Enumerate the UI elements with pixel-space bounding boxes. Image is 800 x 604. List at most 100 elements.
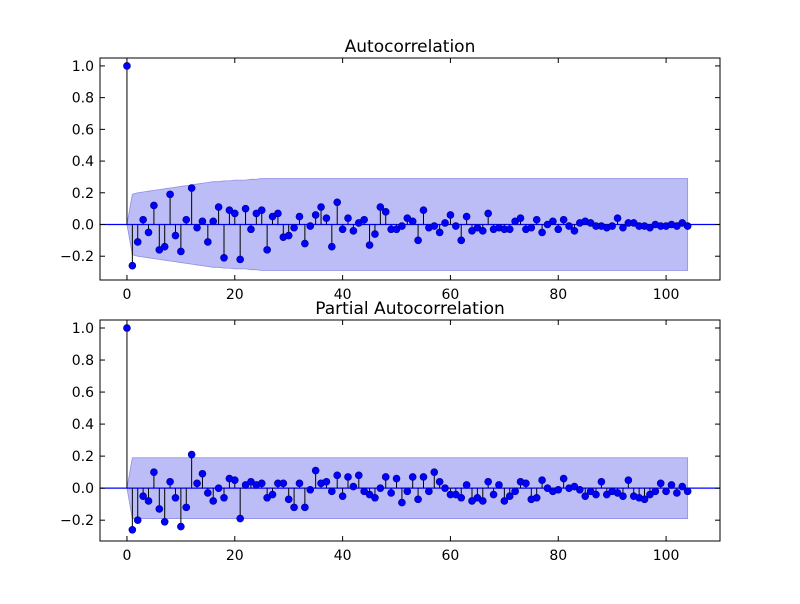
acf-point-lag-18 — [220, 253, 228, 262]
acf-point-lag-61 — [452, 222, 460, 230]
pacf-point-lag-37 — [322, 477, 331, 486]
acf-point-lag-81 — [559, 215, 568, 224]
pacf-point-lag-27 — [268, 490, 277, 499]
pacf-point-lag-17 — [214, 484, 223, 492]
acf-title: Autocorrelation — [345, 37, 476, 57]
pacf-ytick-label-0: −0.2 — [60, 513, 94, 529]
acf-ytick-label-6: 1.0 — [72, 59, 94, 75]
acf-point-lag-34 — [306, 222, 315, 230]
acf-point-lag-63 — [462, 212, 471, 221]
acf-point-lag-15 — [204, 238, 212, 246]
acf-xtick-label-0: 0 — [122, 287, 131, 303]
pacf-point-lag-104 — [683, 487, 692, 496]
pacf-xtick-label-0: 0 — [122, 548, 131, 564]
pacf-point-lag-85 — [581, 492, 590, 500]
pacf-point-lag-70 — [500, 497, 509, 505]
acf-point-lag-55 — [419, 206, 428, 215]
pacf-xtick-label-100: 100 — [653, 548, 680, 564]
acf-point-lag-67 — [484, 209, 492, 218]
pacf-ytick-label-6: 1.0 — [72, 321, 94, 337]
pacf-point-lag-46 — [371, 493, 379, 502]
acf-point-lag-91 — [613, 214, 622, 222]
pacf-point-lag-100 — [662, 487, 670, 496]
acf-point-lag-20 — [230, 209, 239, 218]
acf-point-lag-48 — [381, 208, 390, 216]
pacf-point-lag-56 — [425, 487, 433, 496]
acf-xtick-label-100: 100 — [653, 287, 680, 303]
acf-point-lag-66 — [478, 227, 487, 235]
pacf-ytick-label-2: 0.2 — [72, 449, 94, 465]
pacf-point-lag-14 — [198, 469, 207, 478]
pacf-point-lag-53 — [408, 473, 417, 481]
pacf-point-lag-67 — [484, 477, 492, 486]
pacf-point-lag-41 — [344, 473, 352, 481]
acf-point-lag-90 — [608, 222, 616, 230]
acf-point-lag-82 — [565, 222, 573, 230]
pacf-point-lag-4 — [144, 497, 153, 505]
pacf-point-lag-0 — [123, 324, 131, 332]
pacf-point-lag-39 — [333, 471, 342, 480]
pacf-point-lag-51 — [398, 498, 406, 507]
acf-ytick-label-4: 0.6 — [72, 122, 94, 138]
pacf-point-lag-10 — [177, 522, 185, 531]
pacf-ytick-label-5: 0.8 — [72, 353, 94, 369]
pacf-point-lag-87 — [592, 490, 600, 499]
acf-point-lag-77 — [538, 228, 546, 237]
pacf-point-lag-80 — [554, 485, 563, 494]
acf-point-lag-36 — [317, 203, 325, 211]
pacf-point-lag-52 — [403, 487, 412, 496]
pacf-point-lag-31 — [290, 503, 298, 512]
acf-point-lag-59 — [441, 219, 449, 227]
pacf-point-lag-71 — [505, 492, 514, 500]
acf-point-lag-47 — [376, 203, 385, 211]
pacf-point-lag-33 — [301, 503, 309, 512]
pacf-xtick-label-80: 80 — [549, 548, 567, 564]
pacf-point-lag-29 — [279, 479, 288, 488]
acf-ytick-label-2: 0.2 — [72, 186, 94, 202]
pacf-point-lag-103 — [678, 482, 687, 491]
acf-point-lag-58 — [435, 228, 444, 237]
pacf-point-lag-38 — [328, 487, 336, 496]
acf-point-lag-79 — [549, 217, 557, 226]
pacf-point-lag-74 — [522, 479, 530, 488]
pacf-plot-frame — [99, 319, 721, 542]
acf-ytick-label-5: 0.8 — [72, 91, 94, 107]
acf-point-lag-71 — [505, 225, 514, 234]
acf-point-lag-32 — [295, 212, 304, 221]
pacf-point-lag-99 — [656, 479, 665, 488]
pacf-point-lag-42 — [349, 482, 358, 491]
pacf-point-lag-81 — [559, 474, 568, 483]
acf-xtick-label-20: 20 — [226, 287, 244, 303]
acf-point-lag-38 — [328, 242, 336, 251]
acf-point-lag-53 — [408, 217, 417, 226]
pacf-point-lag-72 — [511, 487, 519, 496]
pacf-point-lag-49 — [387, 489, 395, 497]
pacf-point-lag-7 — [160, 517, 169, 526]
acf-point-lag-31 — [290, 223, 298, 232]
acf-point-lag-23 — [247, 225, 255, 234]
acf-point-lag-76 — [532, 215, 541, 224]
pacf-point-lag-88 — [597, 477, 606, 486]
pacf-point-lag-34 — [306, 485, 315, 494]
acf-point-lag-5 — [150, 201, 158, 210]
acf-point-lag-12 — [187, 184, 196, 192]
acf-point-lag-62 — [457, 236, 466, 245]
pacf-point-lag-40 — [338, 492, 347, 500]
acf-point-lag-46 — [371, 230, 379, 238]
acf-point-lag-42 — [349, 227, 358, 235]
acf-ytick-label-0: −0.2 — [60, 249, 94, 265]
pacf-point-lag-48 — [381, 473, 390, 481]
pacf-point-lag-57 — [430, 468, 439, 476]
pacf-point-lag-8 — [166, 477, 174, 486]
acf-point-lag-9 — [171, 231, 180, 240]
acf-point-lag-44 — [360, 215, 368, 224]
pacf-point-lag-68 — [489, 490, 498, 499]
pacf-point-lag-1 — [128, 525, 137, 534]
acf-point-lag-30 — [284, 231, 293, 240]
pacf-point-lag-21 — [236, 514, 244, 523]
pacf-point-lag-9 — [171, 493, 180, 502]
pacf-point-lag-35 — [311, 466, 320, 475]
acf-xtick-label-60: 60 — [442, 287, 460, 303]
acf-xtick-label-80: 80 — [549, 287, 567, 303]
acf-point-lag-26 — [263, 246, 271, 254]
